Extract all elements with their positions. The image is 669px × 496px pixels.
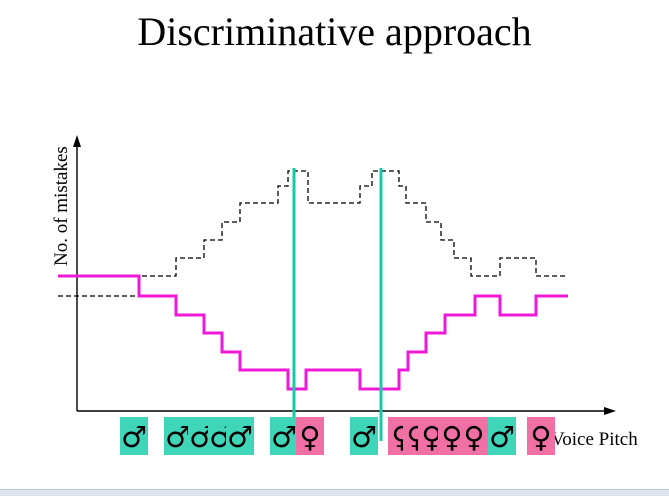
samples: ♂ ♂♂♂♂ ♂ ♀ ♂ ♀♀♀♀ ♀ ♂ ♀ [120,417,555,455]
magenta-mistakes-line [58,274,568,391]
female-symbol-icon: ♀ [463,420,484,454]
male-symbol-icon: ♂ [121,420,147,454]
bottom-bar [0,489,669,496]
male-symbol-icon: ♂ [227,420,253,454]
male-symbol-icon: ♂ [351,420,377,454]
male-sample-box [270,417,298,455]
male-sample-box [164,417,192,455]
female-symbol-icon: ♀ [421,420,442,454]
female-symbol-icon: ♀ [441,420,462,454]
male-symbol-icon: ♂ [489,420,515,454]
y-axis-label: No. of mistakes [51,146,72,266]
male-symbol-icon: ♂ [271,420,297,454]
female-sample-box [460,417,488,455]
female-symbol-icon: ♀ [299,420,320,454]
female-symbol-icon: ♀ [530,420,551,454]
slide-title: Discriminative approach [137,9,532,54]
male-symbol-icon: ♂ [165,420,191,454]
male-sample-box [120,417,148,455]
dashed-mistakes-line [58,170,568,297]
male-sample-box [488,417,516,455]
female-sample-box [296,417,324,455]
male-sample-box [350,417,378,455]
y-axis-arrow [73,135,81,147]
x-axis-arrow [604,407,616,415]
female-sample-box [527,417,555,455]
male-sample-box [226,417,254,455]
x-axis-label: Voice Pitch [551,429,638,450]
